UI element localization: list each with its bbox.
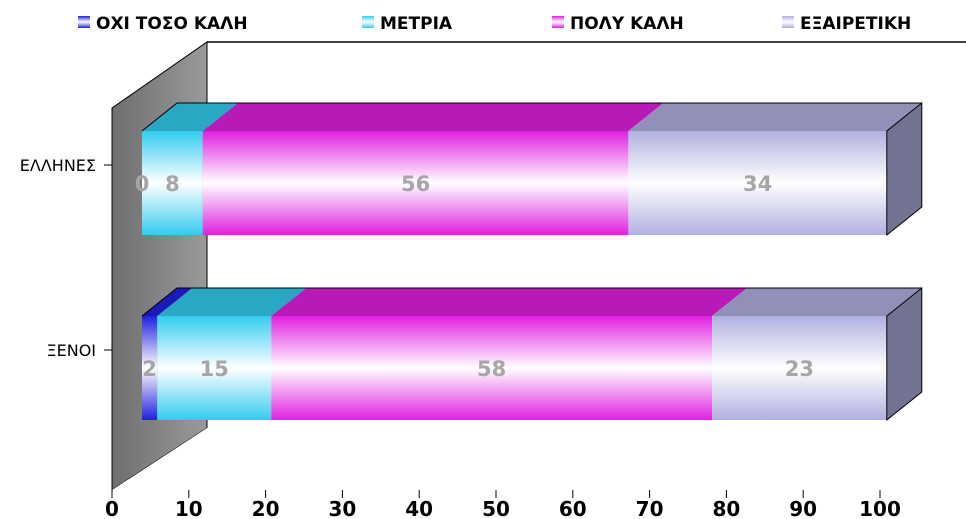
bar-top-face bbox=[202, 103, 664, 131]
bar-front-face bbox=[271, 316, 712, 420]
category-label-ξενοι: ΞΕΝΟΙ bbox=[47, 341, 97, 360]
data-label-ελληνες-1: 8 bbox=[165, 172, 180, 196]
data-label-ελληνες-0: 0 bbox=[135, 172, 150, 196]
bar-ελληνες-1 bbox=[142, 103, 238, 235]
bar-front-face bbox=[142, 131, 203, 235]
bar-front-face bbox=[202, 131, 629, 235]
x-tick-label-90: 90 bbox=[789, 497, 817, 519]
legend-item-0: ΟΧΙ ΤΟΣΟ ΚΑΛΗ bbox=[78, 14, 248, 34]
bar-outline bbox=[141, 102, 922, 132]
data-label-ξενοι-0: 2 bbox=[142, 357, 157, 381]
bar-top-face bbox=[142, 288, 193, 316]
x-tick-label-60: 60 bbox=[559, 497, 587, 519]
bar-front-face bbox=[157, 316, 272, 420]
bar-outline bbox=[141, 287, 922, 317]
bar-front-face bbox=[712, 316, 887, 420]
data-label-ελληνες-3: 34 bbox=[743, 172, 772, 196]
bar-ελληνες-2 bbox=[202, 103, 664, 235]
legend-swatch bbox=[782, 16, 794, 28]
x-tick-label-20: 20 bbox=[252, 497, 280, 519]
bar-top-face bbox=[142, 103, 238, 131]
bar-ξενοι-2 bbox=[271, 288, 747, 420]
bar-end-face-ελληνες bbox=[886, 101, 923, 237]
legend-item-2: ΠΟΛΥ ΚΑΛΗ bbox=[552, 14, 684, 34]
x-tick-label-50: 50 bbox=[482, 497, 510, 519]
bar-top-face bbox=[628, 103, 922, 131]
x-tick-label-10: 10 bbox=[175, 497, 203, 519]
data-label-ξενοι-3: 23 bbox=[785, 357, 814, 381]
legend-swatch bbox=[552, 16, 564, 28]
legend: ΟΧΙ ΤΟΣΟ ΚΑΛΗ ΜΕΤΡΙΑ ΠΟΛΥ ΚΑΛΗ ΕΞΑΙΡΕΤΙΚΗ bbox=[78, 14, 911, 34]
legend-label-2: ΠΟΛΥ ΚΑΛΗ bbox=[570, 14, 684, 34]
x-tick-label-40: 40 bbox=[405, 497, 433, 519]
bar-ελληνες-3 bbox=[628, 103, 922, 235]
legend-item-3: ΕΞΑΙΡΕΤΙΚΗ bbox=[782, 14, 911, 34]
bar-top-face bbox=[271, 288, 747, 316]
x-tick-label-0: 0 bbox=[105, 497, 119, 519]
bar-top-face bbox=[712, 288, 922, 316]
x-tick-label-30: 30 bbox=[328, 497, 356, 519]
data-label-ξενοι-1: 15 bbox=[200, 357, 229, 381]
x-tick-label-70: 70 bbox=[636, 497, 664, 519]
x-tick-label-80: 80 bbox=[712, 497, 740, 519]
data-label-ελληνες-2: 56 bbox=[401, 172, 430, 196]
category-label-ελληνες: ΕΛΛΗΝΕΣ bbox=[20, 156, 96, 175]
legend-swatch bbox=[362, 16, 374, 28]
bar-front-face bbox=[142, 316, 158, 420]
legend-item-1: ΜΕΤΡΙΑ bbox=[362, 14, 453, 34]
bar-top-face bbox=[157, 288, 307, 316]
bar-ξενοι-1 bbox=[157, 288, 307, 420]
data-label-ξενοι-2: 58 bbox=[477, 357, 506, 381]
bar-front-face bbox=[628, 131, 887, 235]
legend-label-0: ΟΧΙ ΤΟΣΟ ΚΑΛΗ bbox=[96, 14, 248, 34]
legend-swatch bbox=[78, 16, 90, 28]
legend-label-3: ΕΞΑΙΡΕΤΙΚΗ bbox=[800, 14, 911, 34]
bar-ξενοι-3 bbox=[712, 288, 922, 420]
bar-end-face-ξενοι bbox=[886, 286, 923, 422]
x-tick-label-100: 100 bbox=[859, 497, 901, 519]
floor bbox=[112, 428, 966, 490]
bar-ξενοι-0 bbox=[142, 288, 193, 420]
data-label-group: 0 8 56 34 2 15 58 23 bbox=[135, 172, 814, 381]
bar-series-group bbox=[141, 101, 923, 422]
legend-label-1: ΜΕΤΡΙΑ bbox=[380, 14, 453, 34]
